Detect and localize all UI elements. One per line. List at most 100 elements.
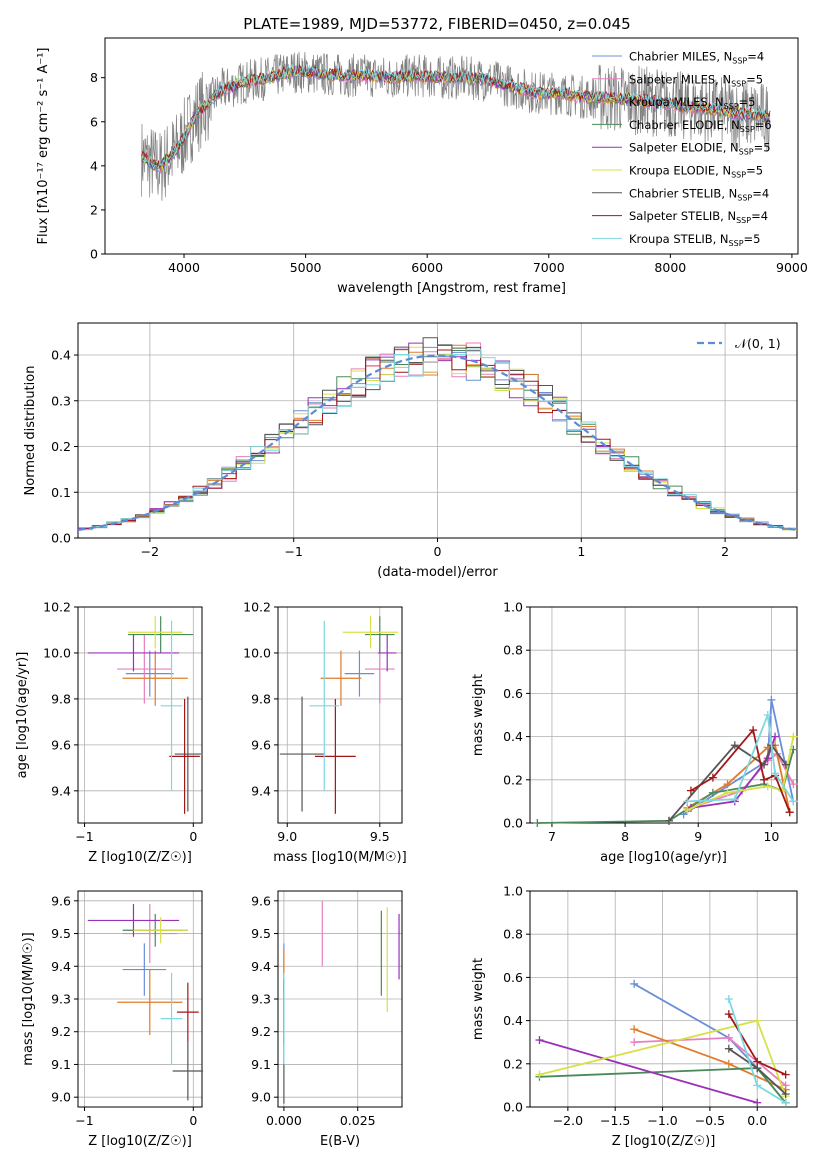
y-tick-label: 10.2 [243, 600, 271, 615]
mass-vs-z-axes: −1 0 9.0 9.1 9.2 9.3 9.4 9.5 9.6 Z [log10(Z/Z☉)] m… [21, 890, 203, 1149]
mass-vs-ebv-axes: 0.000 0.025 9.0 9.1 9.2 9.3 9.4 9.5 9.6 E(B-V) [251, 890, 403, 1149]
weight-line-3 [537, 749, 795, 824]
weight-vs-z-axes: −2.0 −1.5 −1.0 −0.5 0.0 0.0 0.2 0.4 0.6 0.8 1.0 Z [… [471, 884, 798, 1149]
legend-entry: Salpeter MILES, NSSP=5 [629, 72, 763, 88]
mass-vs-z-frame [77, 890, 203, 1108]
y-tick-label: 9.6 [251, 737, 271, 752]
mass-vs-ebv-frame [277, 890, 403, 1108]
y-axis-label: mass weight [471, 958, 486, 1040]
y-tick-label: 9.1 [51, 1057, 71, 1072]
y-tick-label: 10.0 [243, 645, 271, 660]
spectrum-lines [141, 51, 771, 201]
y-tick-label: 0.6 [503, 970, 523, 985]
age-vs-mass-frame [277, 606, 403, 824]
observed-spectrum [141, 51, 771, 201]
y-tick-label: 2 [90, 202, 98, 217]
x-axis-label: Z [log10(Z/Z☉)] [612, 1134, 716, 1149]
spectrum-legend: Chabrier MILES, NSSP=4 Salpeter MILES, NS… [592, 50, 772, 248]
y-tick-label: 9.3 [51, 992, 71, 1007]
x-tick-label: −0.5 [695, 1113, 725, 1128]
residual-histograms [78, 337, 797, 532]
weight-vs-age-axes: 7 8 9 10 0.0 0.2 0.4 0.6 0.8 1.0 age [log10(age/yr… [471, 600, 798, 865]
legend-entry: 𝒩(0, 1) [735, 336, 781, 351]
mass-vs-z-points [87, 904, 204, 1101]
y-tick-label: 0 [90, 247, 98, 262]
y-tick-label: 9.0 [251, 1090, 271, 1105]
spectrum-axes: 4000 5000 6000 7000 8000 9000 0 2 4 6 8 wavelength … [36, 37, 808, 296]
x-tick-label: 0.0 [747, 1113, 767, 1128]
x-axis-label: mass [log10(M/M☉)] [273, 850, 406, 865]
x-tick-label: 9.5 [370, 829, 390, 844]
x-tick-label: 8000 [654, 260, 686, 275]
residuals-frame [77, 322, 798, 539]
x-tick-label: 7000 [533, 260, 565, 275]
legend-entry: Chabrier ELODIE, NSSP=6 [629, 118, 772, 134]
y-tick-label: 9.0 [51, 1090, 71, 1105]
normal-curve [78, 354, 797, 532]
y-tick-label: 9.2 [251, 1024, 271, 1039]
y-axis-label: mass [log10(M/M☉)] [21, 932, 36, 1065]
x-tick-label: 0 [189, 1113, 197, 1128]
x-axis-label: (data-model)/error [377, 565, 498, 580]
y-tick-label: 9.1 [251, 1057, 271, 1072]
x-tick-label: −1 [284, 544, 302, 559]
legend-entry: Salpeter STELIB, NSSP=4 [629, 209, 768, 225]
weight-vs-z-series [535, 979, 790, 1107]
figure-title: PLATE=1989, MJD=53772, FIBERID=0450, z=0… [243, 15, 630, 33]
y-tick-label: 0.8 [503, 643, 523, 658]
y-axis-label: mass weight [471, 674, 486, 756]
y-tick-label: 0.0 [503, 1100, 523, 1115]
y-tick-label: 0.2 [503, 772, 523, 787]
x-tick-label: 0 [434, 544, 442, 559]
y-tick-label: 9.4 [251, 959, 271, 974]
y-tick-label: 9.8 [251, 691, 271, 706]
legend-entry: Kroupa STELIB, NSSP=5 [629, 232, 760, 248]
x-tick-label: −1 [75, 829, 93, 844]
y-tick-label: 10.2 [43, 600, 71, 615]
x-tick-label: −1 [75, 1113, 93, 1128]
x-tick-label: 6000 [411, 260, 443, 275]
y-tick-label: 9.6 [251, 893, 271, 908]
age-vs-mass-points [279, 616, 399, 814]
x-axis-label: age [log10(age/yr)] [600, 850, 727, 865]
y-tick-label: 0.6 [503, 686, 523, 701]
residual-hist-6 [78, 337, 797, 530]
x-tick-label: 10 [763, 829, 779, 844]
spectrum-frame [104, 37, 799, 255]
y-tick-label: 0.2 [51, 439, 71, 454]
y-tick-label: 0.0 [51, 531, 71, 546]
y-tick-label: 1.0 [503, 884, 523, 899]
x-tick-label: 9000 [776, 260, 808, 275]
y-tick-label: 9.4 [51, 783, 71, 798]
x-tick-label: 8 [621, 829, 629, 844]
x-tick-label: −2 [141, 544, 159, 559]
x-tick-label: 4000 [168, 260, 200, 275]
x-tick-label: 5000 [290, 260, 322, 275]
model-spectrum-8 [141, 63, 771, 169]
weight-line-4 [539, 1039, 758, 1104]
y-axis-label: Flux [fλ10⁻¹⁷ erg cm⁻² s⁻¹ A⁻¹] [36, 48, 51, 245]
y-tick-label: 0.8 [503, 927, 523, 942]
x-tick-label: 9.0 [277, 829, 297, 844]
y-tick-label: 9.8 [51, 691, 71, 706]
y-tick-label: 0.4 [503, 1013, 523, 1028]
x-axis-label: E(B-V) [320, 1134, 360, 1149]
x-axis-label: Z [log10(Z/Z☉)] [88, 850, 192, 865]
weight-vs-age-frame [529, 606, 798, 824]
y-axis-label: Normed distribution [23, 366, 38, 496]
legend-entry: Chabrier MILES, NSSP=4 [629, 50, 764, 66]
y-tick-label: 9.4 [51, 959, 71, 974]
age-vs-z-frame [77, 606, 203, 824]
x-tick-label: 0.025 [340, 1113, 376, 1128]
age-vs-z-points [87, 616, 201, 814]
y-tick-label: 0.3 [51, 393, 71, 408]
weight-vs-age-series [533, 695, 798, 827]
x-axis-label: wavelength [Angstrom, rest frame] [337, 281, 566, 296]
age-vs-z-axes: −1 0 9.4 9.6 9.8 10.0 10.2 Z [log10(Z/Z☉)] age [… [15, 600, 203, 865]
legend-entry: Kroupa ELODIE, NSSP=5 [629, 164, 763, 180]
x-tick-label: −1.0 [647, 1113, 677, 1128]
residuals-axes: −2 −1 0 1 2 0.0 0.1 0.2 0.3 0.4 (data-model)/error… [23, 322, 798, 580]
y-tick-label: 9.3 [251, 992, 271, 1007]
y-tick-label: 10.0 [43, 645, 71, 660]
y-tick-label: 9.6 [51, 737, 71, 752]
